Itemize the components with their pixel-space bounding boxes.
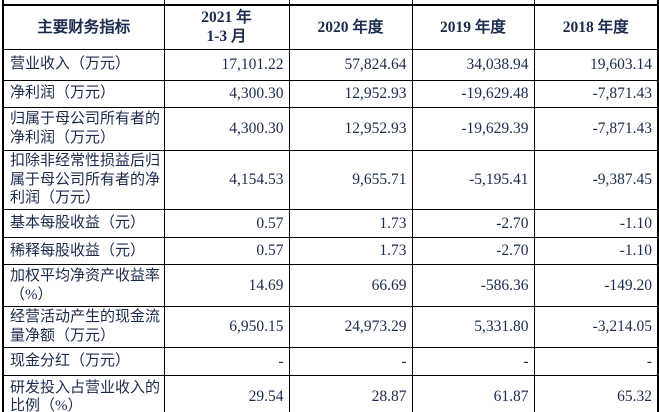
value-cell: 9,655.71 bbox=[288, 149, 413, 211]
value-cell: -149.20 bbox=[533, 264, 659, 307]
indicator-label: 稀释每股收益（元） bbox=[2, 237, 165, 265]
value-cell: 0.57 bbox=[163, 237, 290, 265]
value-cell: 12,952.93 bbox=[288, 106, 413, 151]
table-row: 现金分红（万元） - - - - bbox=[2, 347, 659, 376]
table-row: 加权平均净资产收益率（%） 14.69 66.69 -586.36 -149.20 bbox=[2, 264, 659, 307]
value-cell: 34,038.94 bbox=[411, 48, 535, 81]
value-cell: 4,300.30 bbox=[163, 106, 290, 151]
value-cell: - bbox=[163, 347, 290, 376]
value-cell: 29.54 bbox=[163, 375, 290, 412]
value-cell: - bbox=[288, 347, 413, 376]
value-cell: -7,871.43 bbox=[533, 79, 659, 108]
value-cell: 5,331.80 bbox=[411, 306, 535, 348]
value-cell: 1.73 bbox=[288, 237, 413, 265]
table-row: 稀释每股收益（元） 0.57 1.73 -2.70 -1.10 bbox=[2, 237, 659, 265]
indicator-label: 经营活动产生的现金流量净额（万元） bbox=[2, 306, 165, 348]
period-column-header: 2020 年度 bbox=[288, 4, 413, 50]
table-row: 营业收入（万元） 17,101.22 57,824.64 34,038.94 19,60… bbox=[2, 48, 659, 81]
value-cell: -9,387.45 bbox=[533, 149, 659, 211]
value-cell: -2.70 bbox=[411, 237, 535, 265]
value-cell: 66.69 bbox=[288, 264, 413, 307]
value-cell: 14.69 bbox=[163, 264, 290, 307]
value-cell: -5,195.41 bbox=[411, 149, 535, 211]
indicator-label: 归属于母公司所有者的净利润（万元） bbox=[2, 106, 165, 151]
value-cell: -1.10 bbox=[533, 237, 659, 265]
indicator-label: 加权平均净资产收益率（%） bbox=[2, 264, 165, 307]
table-row: 经营活动产生的现金流量净额（万元） 6,950.15 24,973.29 5,331.… bbox=[2, 306, 659, 348]
value-cell: -3,214.05 bbox=[533, 306, 659, 348]
value-cell: 4,300.30 bbox=[163, 79, 290, 108]
value-cell: 57,824.64 bbox=[288, 48, 413, 81]
period-column-header: 2019 年度 bbox=[411, 4, 535, 50]
table-row: 研发投入占营业收入的比例（%） 29.54 28.87 61.87 65.32 bbox=[2, 375, 659, 412]
cropped-previous-row bbox=[2, 0, 659, 6]
value-cell: 28.87 bbox=[288, 375, 413, 412]
table-row: 扣除非经常性损益后归属于母公司所有者的净利润（万元） 4,154.53 9,655.… bbox=[2, 149, 659, 211]
value-cell: 0.57 bbox=[163, 209, 290, 238]
table-row: 基本每股收益（元） 0.57 1.73 -2.70 -1.10 bbox=[2, 209, 659, 238]
indicator-label: 现金分红（万元） bbox=[2, 347, 165, 376]
value-cell: 61.87 bbox=[411, 375, 535, 412]
table-row: 净利润（万元） 4,300.30 12,952.93 -19,629.48 -7,871… bbox=[2, 79, 659, 108]
value-cell: 17,101.22 bbox=[163, 48, 290, 81]
value-cell: -2.70 bbox=[411, 209, 535, 238]
cropped-cell bbox=[533, 0, 659, 6]
indicator-label: 基本每股收益（元） bbox=[2, 209, 165, 238]
value-cell: - bbox=[533, 347, 659, 376]
indicator-label: 研发投入占营业收入的比例（%） bbox=[2, 375, 165, 412]
period-column-header: 2018 年度 bbox=[533, 4, 659, 50]
value-cell: 12,952.93 bbox=[288, 79, 413, 108]
indicator-label: 扣除非经常性损益后归属于母公司所有者的净利润（万元） bbox=[2, 149, 165, 211]
value-cell: 1.73 bbox=[288, 209, 413, 238]
value-cell: - bbox=[411, 347, 535, 376]
value-cell: 65.32 bbox=[533, 375, 659, 412]
value-cell: -19,629.39 bbox=[411, 106, 535, 151]
period-column-header: 2021 年 1-3 月 bbox=[163, 4, 290, 50]
value-cell: 19,603.14 bbox=[533, 48, 659, 81]
indicator-column-header: 主要财务指标 bbox=[2, 4, 165, 50]
header-row: 主要财务指标 2021 年 1-3 月 2020 年度 2019 年度 2018 年度 bbox=[2, 4, 659, 50]
value-cell: 24,973.29 bbox=[288, 306, 413, 348]
value-cell: -7,871.43 bbox=[533, 106, 659, 151]
indicator-label: 净利润（万元） bbox=[2, 79, 165, 108]
value-cell: 6,950.15 bbox=[163, 306, 290, 348]
value-cell: -19,629.48 bbox=[411, 79, 535, 108]
table-row: 归属于母公司所有者的净利润（万元） 4,300.30 12,952.93 -19,62… bbox=[2, 106, 659, 151]
indicator-label: 营业收入（万元） bbox=[2, 48, 165, 81]
value-cell: 4,154.53 bbox=[163, 149, 290, 211]
value-cell: -1.10 bbox=[533, 209, 659, 238]
value-cell: -586.36 bbox=[411, 264, 535, 307]
